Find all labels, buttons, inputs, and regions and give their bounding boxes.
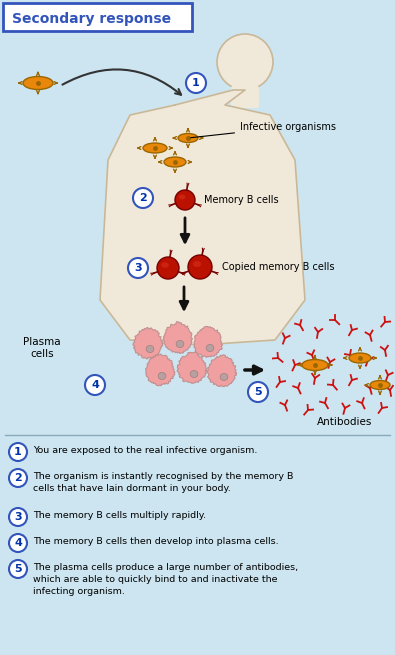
Ellipse shape — [178, 134, 198, 143]
Ellipse shape — [176, 341, 184, 348]
Polygon shape — [133, 328, 162, 359]
Ellipse shape — [146, 345, 154, 352]
Circle shape — [217, 34, 273, 90]
Text: The memory B cells multiply rapidly.: The memory B cells multiply rapidly. — [33, 511, 206, 520]
Circle shape — [9, 534, 27, 552]
Circle shape — [85, 375, 105, 395]
FancyBboxPatch shape — [3, 3, 192, 31]
Circle shape — [9, 443, 27, 461]
Text: 1: 1 — [192, 78, 200, 88]
Ellipse shape — [161, 262, 169, 268]
Circle shape — [128, 258, 148, 278]
Ellipse shape — [23, 77, 53, 90]
Circle shape — [248, 382, 268, 402]
Text: Plasma
cells: Plasma cells — [23, 337, 61, 359]
Text: 2: 2 — [14, 473, 22, 483]
Text: Antibodies: Antibodies — [317, 417, 373, 427]
Ellipse shape — [206, 345, 214, 352]
Circle shape — [9, 469, 27, 487]
Polygon shape — [177, 352, 207, 383]
Ellipse shape — [349, 353, 371, 363]
Circle shape — [133, 188, 153, 208]
Text: The plasma cells produce a large number of antibodies,
which are able to quickly: The plasma cells produce a large number … — [33, 563, 298, 595]
Text: 3: 3 — [14, 512, 22, 522]
Circle shape — [188, 255, 212, 279]
Text: 4: 4 — [14, 538, 22, 548]
Polygon shape — [146, 354, 175, 386]
Text: Copied memory B cells: Copied memory B cells — [222, 262, 335, 272]
Ellipse shape — [164, 157, 186, 167]
Polygon shape — [163, 322, 193, 354]
Ellipse shape — [193, 261, 201, 267]
Ellipse shape — [190, 371, 198, 377]
Text: Memory B cells: Memory B cells — [204, 195, 278, 205]
Text: You are exposed to the real infective organism.: You are exposed to the real infective or… — [33, 446, 258, 455]
Ellipse shape — [158, 373, 166, 380]
Text: 5: 5 — [14, 564, 22, 574]
Text: The organism is instantly recognised by the memory B
cells that have lain dorman: The organism is instantly recognised by … — [33, 472, 293, 493]
Polygon shape — [194, 326, 222, 358]
Circle shape — [175, 190, 195, 210]
Circle shape — [9, 560, 27, 578]
Text: 5: 5 — [254, 387, 262, 397]
Circle shape — [9, 508, 27, 526]
Ellipse shape — [220, 373, 228, 381]
Ellipse shape — [370, 381, 390, 390]
Ellipse shape — [179, 195, 186, 200]
Text: Secondary response: Secondary response — [12, 12, 171, 26]
Circle shape — [186, 73, 206, 93]
Polygon shape — [100, 90, 305, 345]
Circle shape — [157, 257, 179, 279]
Text: The memory B cells then develop into plasma cells.: The memory B cells then develop into pla… — [33, 537, 278, 546]
Text: 1: 1 — [14, 447, 22, 457]
Text: 3: 3 — [134, 263, 142, 273]
Text: Infective organisms: Infective organisms — [191, 122, 336, 138]
Ellipse shape — [143, 143, 167, 153]
Polygon shape — [207, 355, 237, 386]
FancyBboxPatch shape — [231, 86, 259, 108]
Text: 4: 4 — [91, 380, 99, 390]
Text: 2: 2 — [139, 193, 147, 203]
Ellipse shape — [302, 360, 328, 371]
